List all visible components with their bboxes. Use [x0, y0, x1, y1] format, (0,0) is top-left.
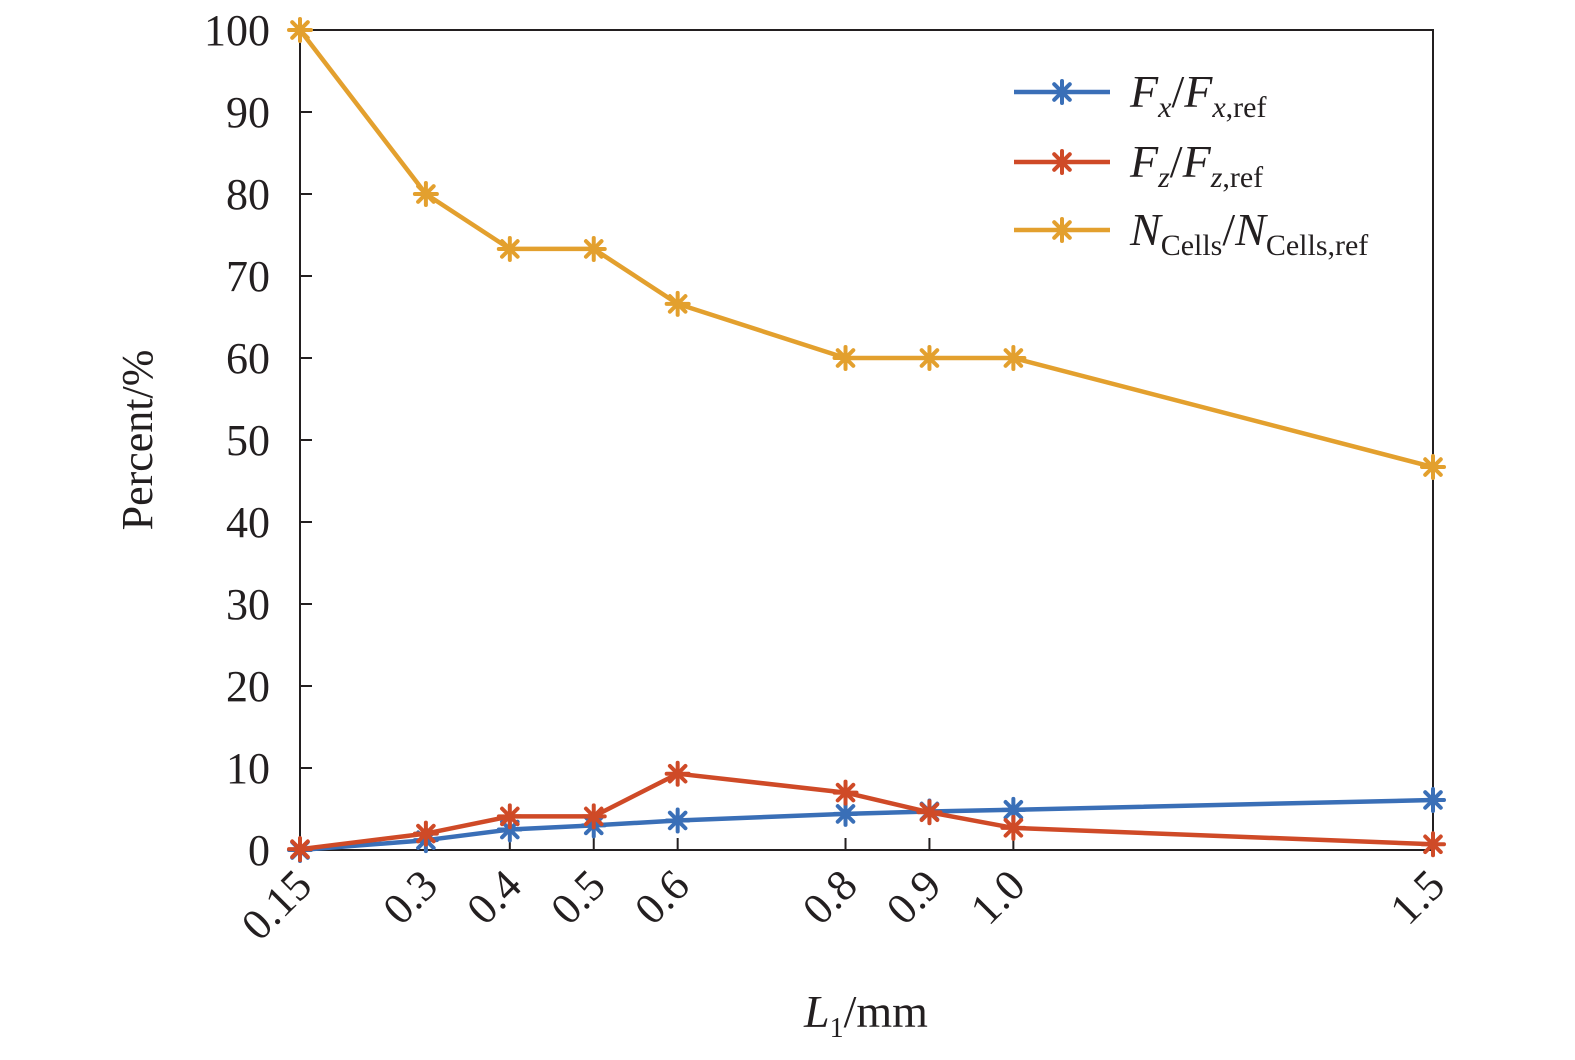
x-axis-label-var: L	[803, 986, 830, 1037]
y-tick-label: 20	[226, 662, 270, 711]
y-tick-label: 0	[248, 826, 270, 875]
data-point-fz	[664, 760, 691, 787]
data-point-ncells	[664, 290, 691, 317]
data-point-fx	[1420, 786, 1446, 813]
data-point-ncells	[580, 235, 607, 262]
data-point-fz	[496, 803, 523, 830]
y-tick-label: 80	[226, 170, 270, 219]
x-tick-label: 0.4	[457, 860, 531, 934]
series-fz	[287, 760, 1446, 863]
data-point-fz	[412, 820, 439, 847]
y-axis: 0 10 20 30 40 50 60 70 80 90 100	[204, 6, 312, 875]
data-point-ncells	[412, 181, 439, 207]
y-tick-label: 70	[226, 252, 270, 301]
plot-frame	[299, 29, 1434, 851]
data-point-fz	[1420, 831, 1446, 858]
data-point-ncells	[287, 17, 313, 43]
data-point-fx	[832, 800, 859, 827]
legend-label: NCells/NCells,ref	[1129, 204, 1368, 262]
y-tick-label: 60	[226, 334, 270, 383]
legend-marker	[1049, 149, 1075, 175]
legend: Fx/Fx,ref Fz/Fz,ref NCells/NCells,ref	[1014, 66, 1368, 262]
legend-item-ncells: NCells/NCells,ref	[1014, 204, 1368, 262]
y-tick-label: 100	[204, 6, 270, 55]
x-axis-label-sub: 1	[830, 1013, 844, 1044]
x-tick-label: 0.6	[625, 860, 699, 934]
series-layer	[287, 17, 1446, 863]
data-point-ncells	[496, 235, 523, 262]
x-tick-label: 0.3	[373, 860, 447, 934]
x-tick-label: 0.9	[877, 860, 951, 934]
x-tick-label: 0.15	[232, 860, 321, 949]
data-point-fx	[664, 807, 691, 834]
data-point-fz	[916, 799, 943, 826]
data-point-fz	[1000, 814, 1027, 841]
y-axis-label: Percent/%	[113, 350, 162, 531]
data-point-fz	[580, 803, 607, 830]
y-tick-label: 90	[226, 88, 270, 137]
data-point-ncells	[916, 345, 943, 371]
legend-label: Fx/Fx,ref	[1129, 66, 1266, 124]
legend-item-fx: Fx/Fx,ref	[1014, 66, 1266, 124]
y-tick-label: 10	[226, 744, 270, 793]
x-tick-label: 1.5	[1381, 860, 1455, 934]
legend-marker	[1049, 217, 1075, 243]
legend-label: Fz/Fz,ref	[1129, 136, 1263, 194]
data-point-fz	[832, 779, 859, 806]
x-tick-label: 0.8	[793, 860, 867, 934]
data-point-ncells	[1420, 454, 1446, 481]
legend-marker	[1049, 79, 1075, 105]
data-point-fz	[287, 836, 313, 863]
x-axis-label-unit: /mm	[844, 986, 929, 1037]
legend-item-fz: Fz/Fz,ref	[1014, 136, 1263, 194]
x-tick-label: 1.0	[961, 860, 1035, 934]
y-tick-label: 50	[226, 416, 270, 465]
x-axis: 0.15 0.3 0.4 0.5 0.6 0.8 0.9 1.0 1.5	[232, 838, 1454, 950]
y-tick-label: 40	[226, 498, 270, 547]
series-ncells	[287, 17, 1446, 481]
y-tick-label: 30	[226, 580, 270, 629]
x-tick-label: 0.5	[541, 860, 615, 934]
data-point-ncells	[832, 345, 859, 371]
x-axis-label: L1/mm	[803, 986, 928, 1044]
data-point-ncells	[1000, 345, 1027, 371]
